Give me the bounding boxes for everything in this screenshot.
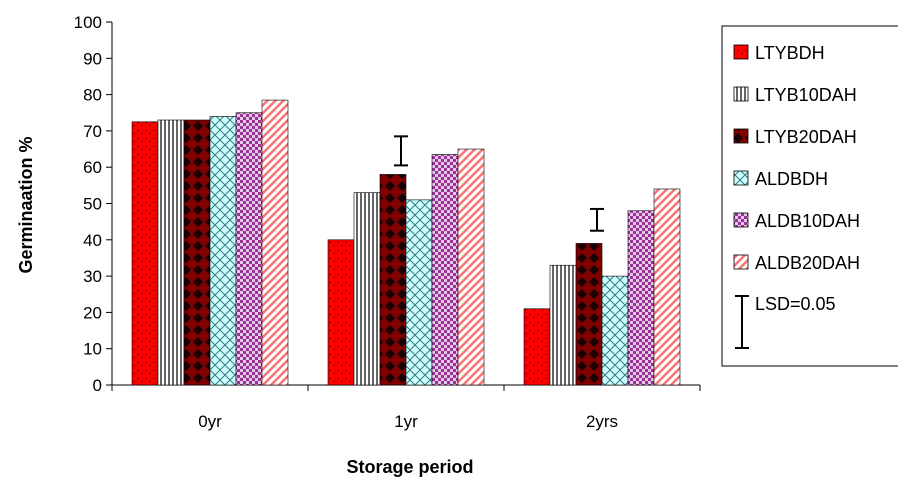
bars (131, 99, 681, 386)
legend-label-ltybdh: LTYBDH (755, 43, 825, 63)
legend-label-ltyb10dah: LTYB10DAH (755, 85, 857, 105)
bar-ltybdh-0yr (131, 121, 159, 386)
legend-label-lsd: LSD=0.05 (755, 294, 836, 314)
bar-aldbdh-2yrs (601, 275, 629, 386)
legend-label-ltyb20dah: LTYB20DAH (755, 127, 857, 147)
legend: LTYBDH LTYB10DAH LTYB20DAH ALDBDH ALDB10DAH A… (721, 25, 898, 367)
bar-ltyb10dah-2yrs (549, 264, 577, 386)
y-tick-label: 10 (83, 340, 102, 359)
y-tick-label: 70 (83, 122, 102, 141)
bar-aldb10dah-2yrs (627, 210, 655, 386)
bar-ltybdh-2yrs (523, 308, 551, 386)
legend-swatch-ltyb20dah (733, 128, 749, 144)
y-tick-label: 50 (83, 195, 102, 214)
bar-aldb20dah-2yrs (653, 188, 681, 386)
bar-aldb10dah-0yr (235, 112, 263, 386)
legend-swatch-aldb10dah (733, 212, 749, 228)
bar-aldb10dah-1yr (431, 154, 459, 386)
legend-box (721, 25, 898, 367)
legend-label-aldb20dah: ALDB20DAH (755, 253, 860, 273)
bar-ltyb10dah-0yr (157, 119, 185, 386)
legend-label-aldb10dah: ALDB10DAH (755, 211, 860, 231)
bar-ltyb20dah-2yrs (575, 243, 603, 386)
legend-swatch-aldbdh (733, 170, 749, 186)
y-tick-label: 90 (83, 49, 102, 68)
y-tick-label: 30 (83, 267, 102, 286)
y-tick-label: 60 (83, 158, 102, 177)
error-bars (394, 135, 604, 232)
legend-swatch-aldb20dah (733, 254, 749, 270)
x-tick-label: 0yr (198, 412, 222, 431)
x-tick-label: 1yr (394, 412, 418, 431)
legend-swatch-ltyb10dah (733, 86, 749, 102)
bar-ltyb20dah-1yr (379, 174, 407, 386)
bar-ltybdh-1yr (327, 239, 355, 386)
x-tick-label: 2yrs (586, 412, 618, 431)
bar-ltyb10dah-1yr (353, 192, 381, 386)
legend-swatch-ltybdh (733, 44, 749, 60)
bar-aldb20dah-0yr (261, 99, 289, 386)
y-tick-label: 40 (83, 231, 102, 250)
legend-label-aldbdh: ALDBDH (755, 169, 828, 189)
x-ticks: 0yr 1yr 2yrs (111, 385, 701, 431)
bar-aldbdh-0yr (209, 116, 237, 386)
bar-aldb20dah-1yr (457, 148, 485, 386)
bar-aldbdh-1yr (405, 199, 433, 386)
x-axis-title: Storage period (346, 457, 473, 477)
y-tick-label: 100 (74, 13, 102, 32)
bar-ltyb20dah-0yr (183, 119, 211, 386)
y-tick-label: 0 (93, 376, 102, 395)
y-tick-label: 20 (83, 303, 102, 322)
y-ticks: 0 10 20 30 40 50 60 70 80 90 100 (74, 13, 112, 395)
y-tick-label: 80 (83, 86, 102, 105)
y-axis-title: Germinaation % (16, 136, 36, 273)
